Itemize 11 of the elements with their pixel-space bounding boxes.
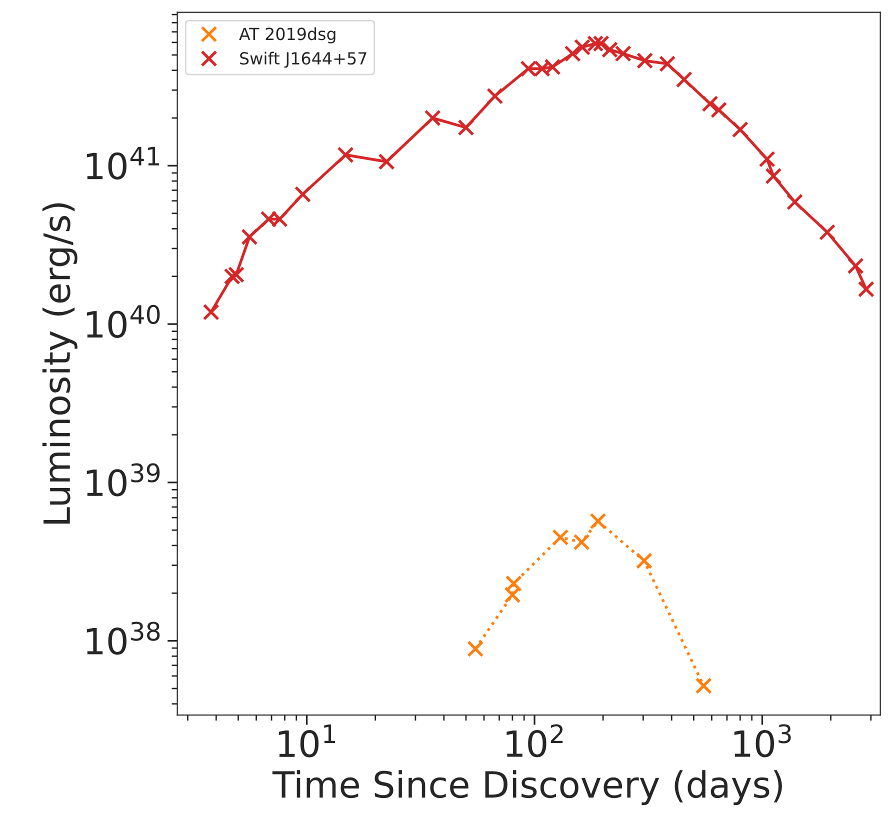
y-tick-label: 10$^{40}$ [86, 304, 160, 338]
x-tick-label: 10$^{3}$ [734, 724, 791, 758]
legend-label: Swift J1644+57 [240, 52, 366, 68]
x-tick-label: 10$^{2}$ [506, 724, 563, 758]
x-axis-title: Time Since Discovery (days) [272, 770, 782, 806]
y-tick-label: 10$^{41}$ [86, 146, 160, 180]
x-tick-label: 10$^{1}$ [278, 724, 336, 758]
legend-label: AT 2019dsg [239, 27, 336, 44]
y-tick-label: 10$^{39}$ [86, 463, 160, 496]
y-tick-label: 10$^{38}$ [86, 622, 160, 655]
y-axis-title: Luminosity (erg/s) [42, 203, 78, 524]
